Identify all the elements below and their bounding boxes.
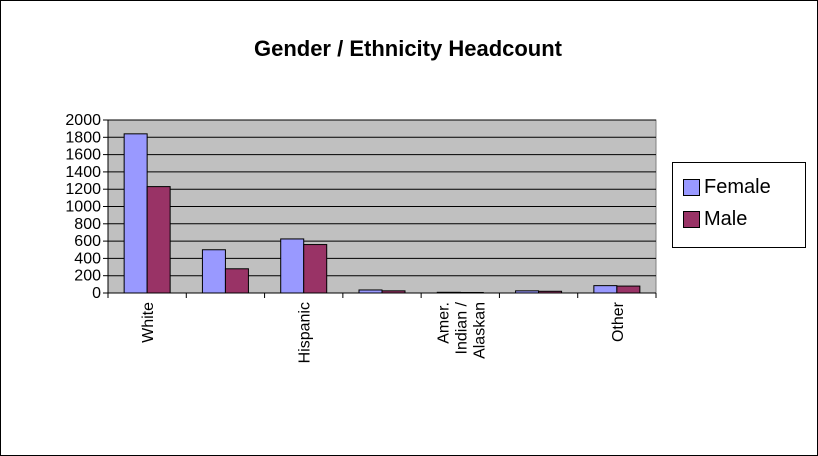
- y-tick-label: 1800: [65, 129, 101, 146]
- y-tick-label: 2000: [65, 112, 101, 129]
- y-tick-label: 0: [92, 285, 101, 302]
- x-category-label: Amer.: [435, 302, 452, 344]
- y-tick-label: 400: [74, 250, 101, 267]
- legend-item-female: Female: [683, 175, 771, 199]
- y-tick-label: 1200: [65, 181, 101, 198]
- bar-female: [280, 238, 305, 294]
- x-category-label: Hispanic: [297, 302, 314, 363]
- legend-swatch-female: [683, 178, 700, 196]
- chart-title: Gender / Ethnicity Headcount: [253, 36, 563, 61]
- legend-label-male: Male: [704, 207, 748, 230]
- legend: Female Male: [672, 162, 806, 248]
- bar-male: [381, 290, 406, 294]
- bar-female: [436, 291, 461, 294]
- bar-male: [616, 285, 641, 294]
- bar-male: [224, 268, 249, 294]
- x-category-label: Other: [610, 301, 627, 342]
- y-tick-label: 1600: [65, 147, 101, 164]
- y-tick-label: 600: [74, 233, 101, 250]
- bar-female: [358, 289, 383, 294]
- bar-female: [123, 133, 148, 294]
- legend-swatch-male: [683, 210, 700, 228]
- bar-male: [538, 290, 563, 294]
- x-category-label: White: [140, 302, 157, 343]
- bar-female: [593, 285, 618, 294]
- legend-item-male: Male: [683, 207, 747, 231]
- y-tick-label: 1400: [65, 164, 101, 181]
- bar-male: [303, 244, 328, 294]
- legend-label-female: Female: [704, 175, 771, 198]
- bar-male: [459, 291, 484, 294]
- y-tick-label: 200: [74, 268, 101, 285]
- x-category-label: Alaskan: [471, 302, 488, 359]
- bar-female: [515, 290, 540, 294]
- bar-male: [146, 186, 171, 294]
- y-tick-label: 800: [74, 216, 101, 233]
- y-tick-label: 1000: [65, 199, 101, 216]
- bar-female: [201, 249, 226, 294]
- x-category-label: Indian /: [453, 301, 470, 354]
